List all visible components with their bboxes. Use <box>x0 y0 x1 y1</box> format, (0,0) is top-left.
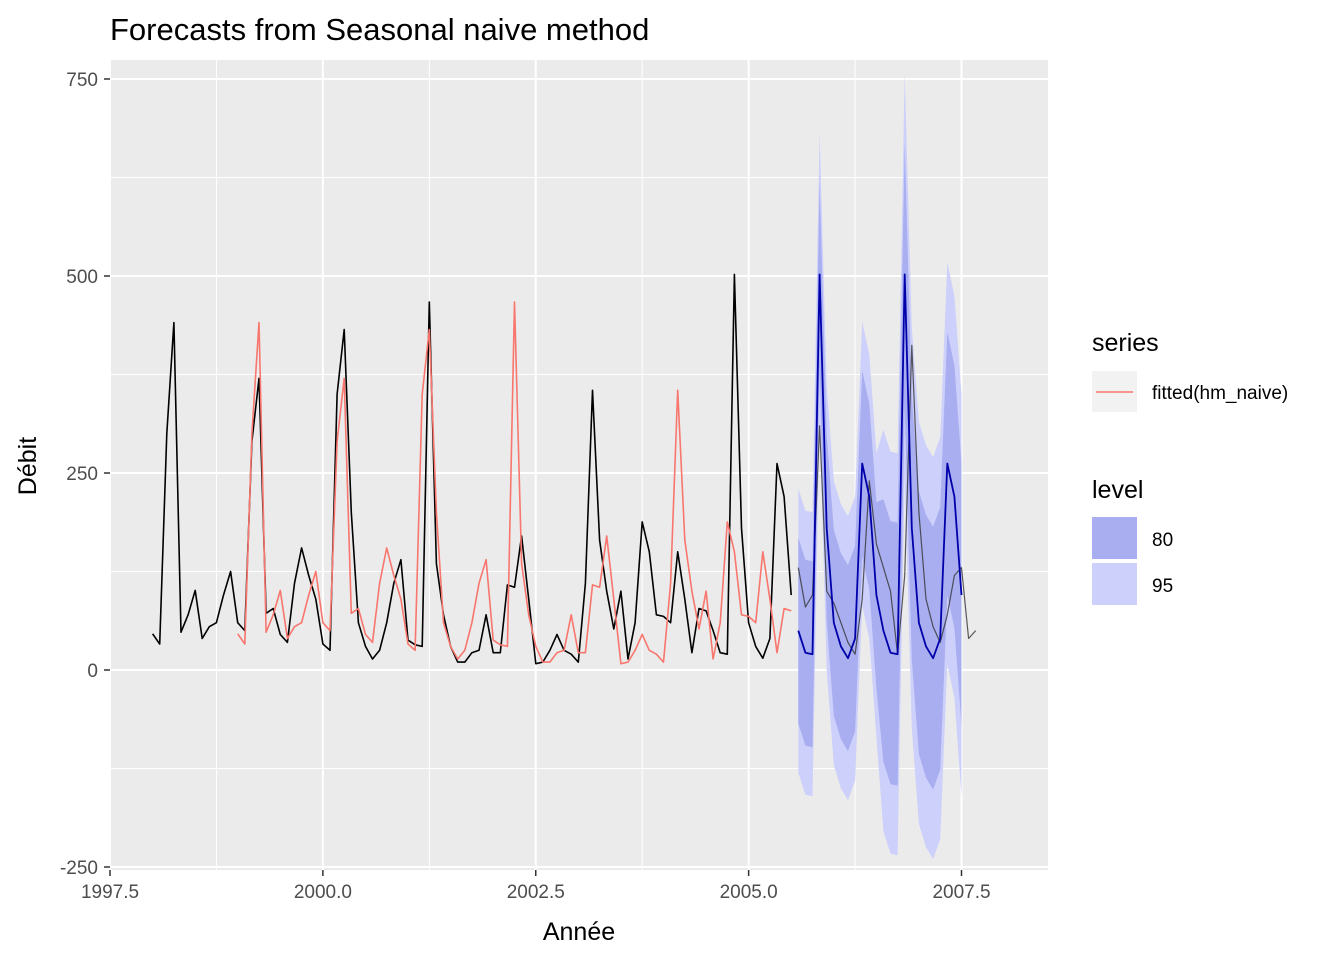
legend-level-title: level <box>1092 476 1143 504</box>
legend-series-title: series <box>1092 329 1159 357</box>
x-tick-label: 2005.0 <box>720 882 778 903</box>
forecast-line <box>797 273 963 660</box>
legend-series-label: fitted(hm_naive) <box>1152 383 1288 404</box>
y-tick-label: -250 <box>60 858 98 879</box>
y-tick-label: 250 <box>66 464 98 485</box>
legend-level-label-95: 95 <box>1152 576 1173 597</box>
legend-level-key-95 <box>1092 563 1137 605</box>
x-axis-title: Année <box>543 918 615 946</box>
grid-major <box>109 60 1048 870</box>
data-line <box>151 273 792 665</box>
x-tick-label: 2002.5 <box>507 882 565 903</box>
fitted-line <box>237 301 792 665</box>
y-tick-label: 750 <box>66 70 98 91</box>
y-axis-title: Débit <box>14 437 42 495</box>
series-lines <box>151 273 977 665</box>
y-tick-label: 0 <box>87 661 98 682</box>
chart-title: Forecasts from Seasonal naive method <box>110 12 649 47</box>
x-tick-label: 2000.0 <box>294 882 352 903</box>
actual-tail-line <box>797 344 977 655</box>
legend-series: series fitted(hm_naive) <box>1092 329 1288 412</box>
axes: 1997.5 2000.0 2002.5 2005.0 2007.5 -250 0 250 50… <box>60 70 991 903</box>
x-tick-label: 1997.5 <box>81 882 139 903</box>
x-tick-label: 2007.5 <box>932 882 990 903</box>
legend-level-key-80 <box>1092 517 1137 559</box>
legend-level: level 80 95 <box>1092 476 1173 605</box>
legend-level-label-80: 80 <box>1152 530 1173 551</box>
y-tick-label: 500 <box>66 267 98 288</box>
